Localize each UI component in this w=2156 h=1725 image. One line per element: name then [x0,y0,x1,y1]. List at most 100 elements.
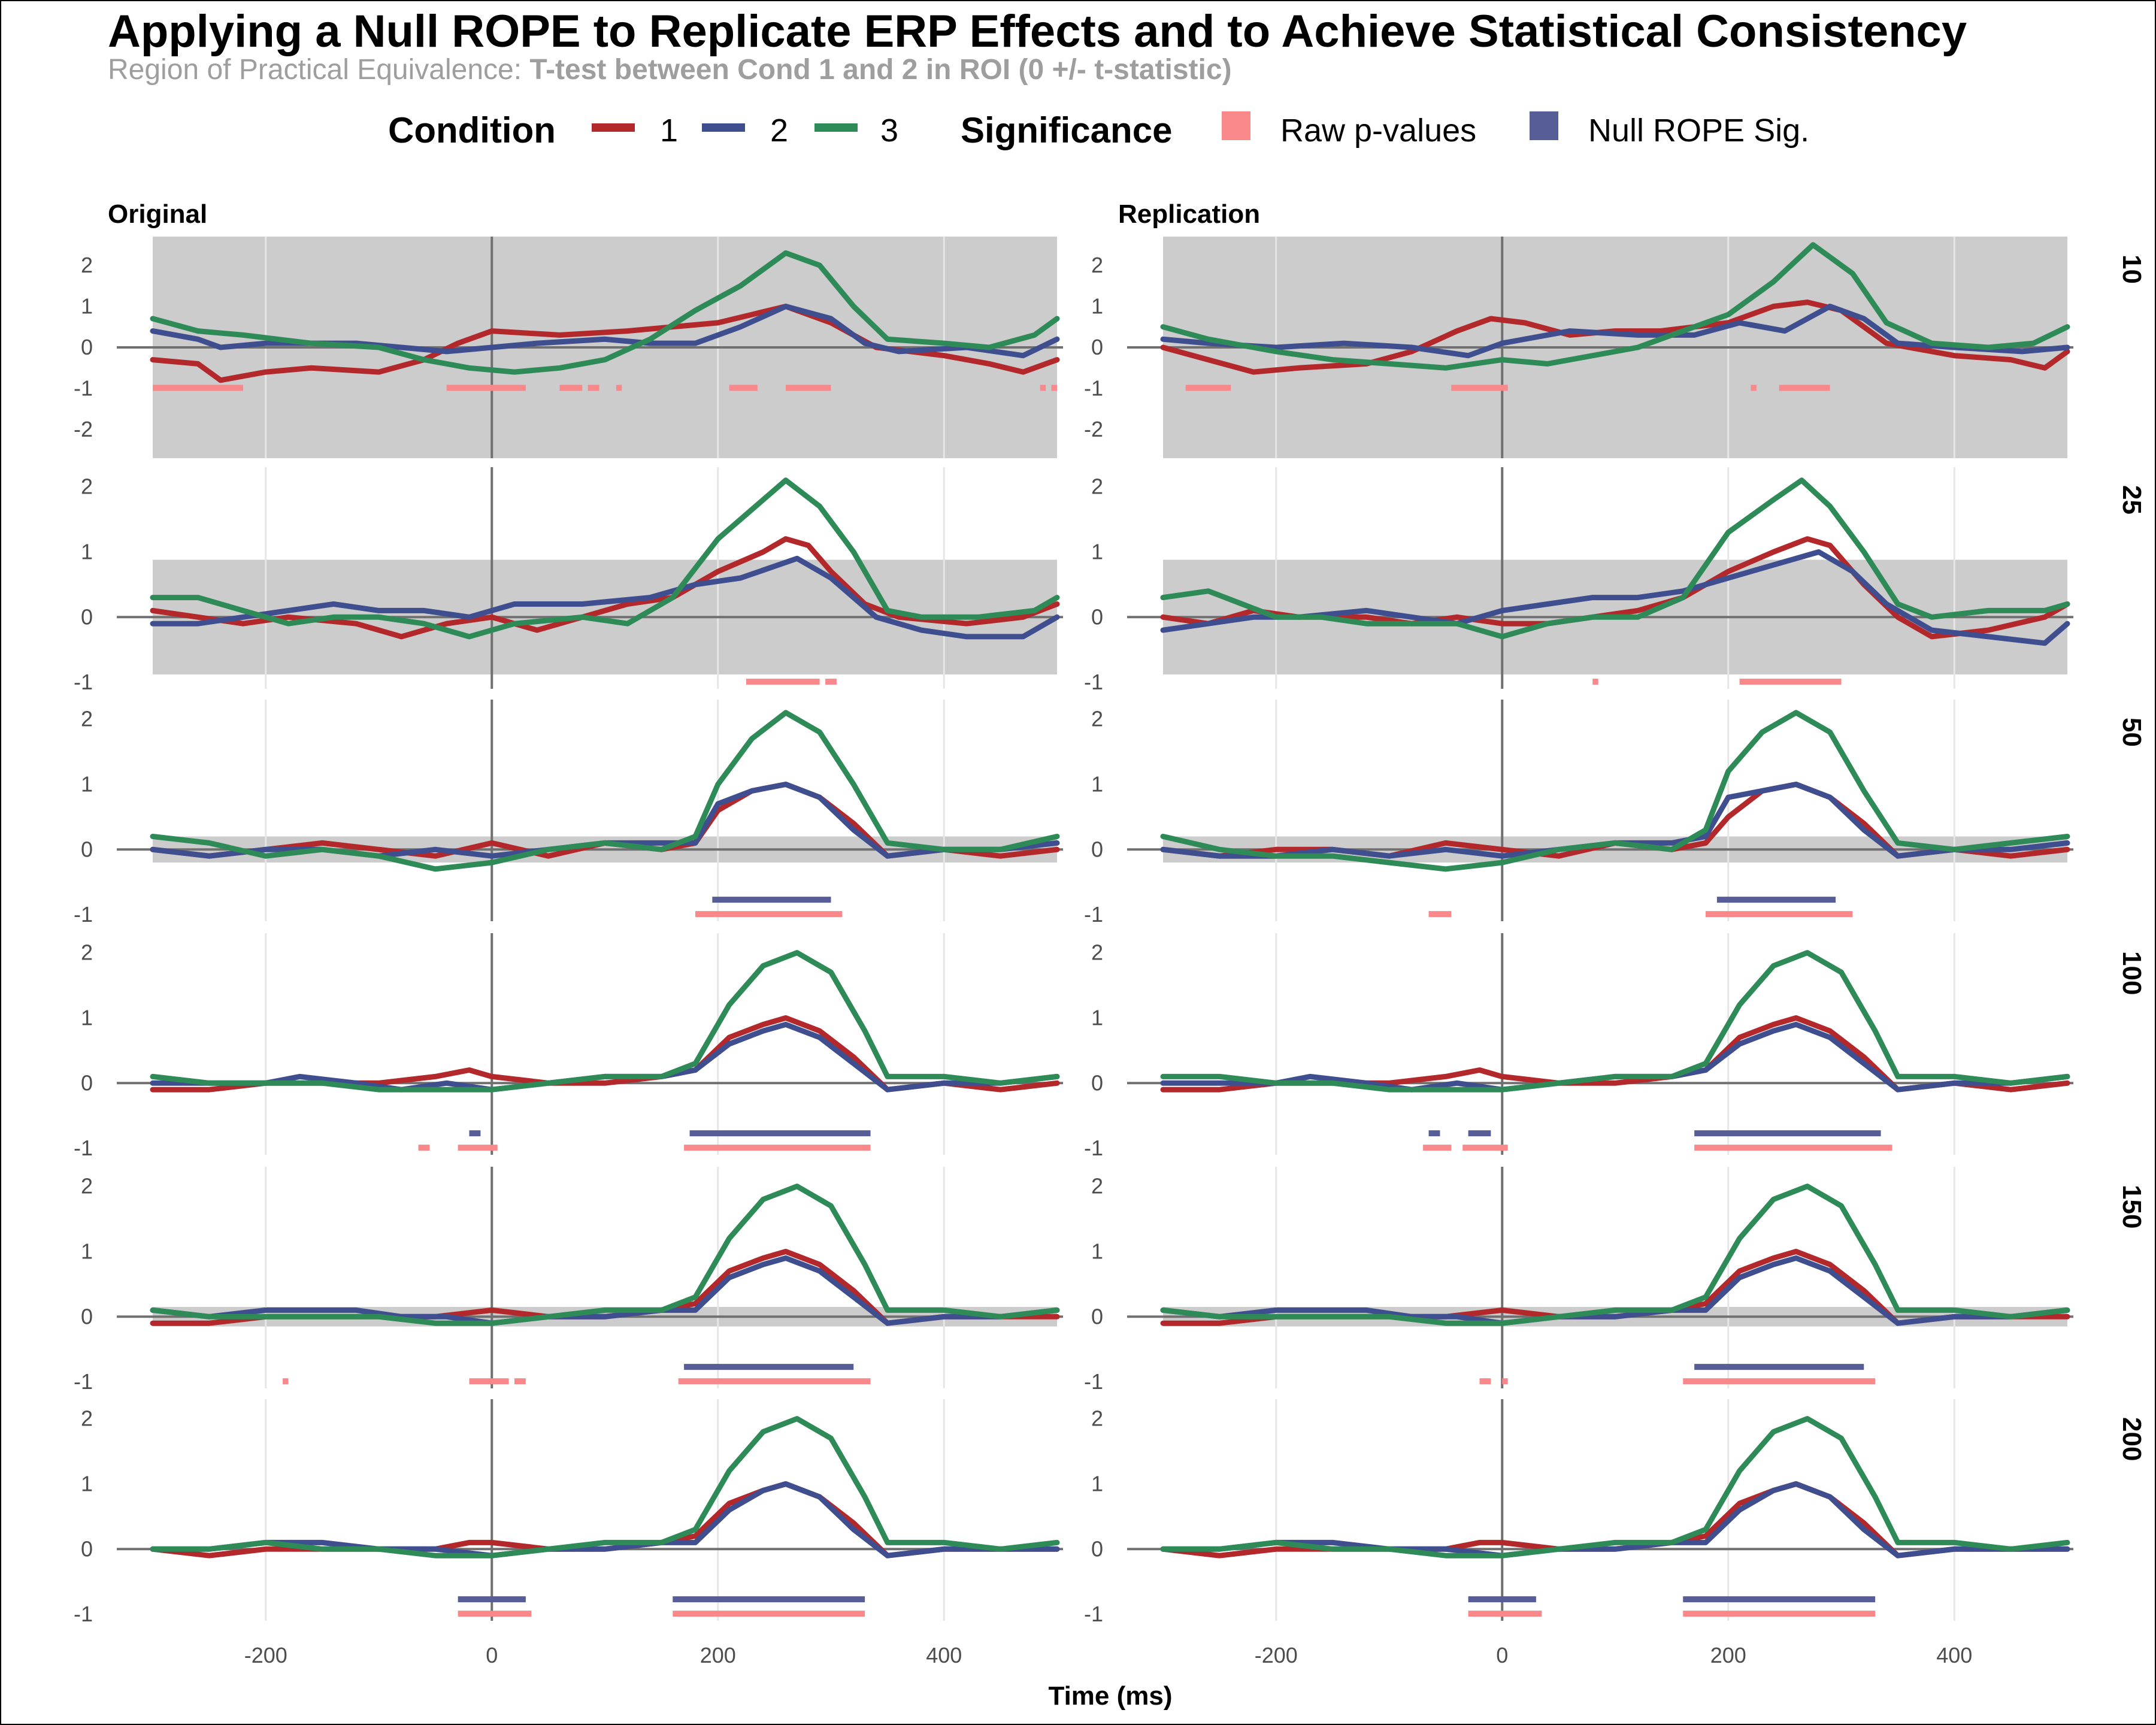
series-line-condition-2 [150,304,1060,359]
y-tick-label: 2 [81,707,93,731]
y-tick-label: -1 [74,670,93,694]
panel-original-25: 2 1 0 -1 [74,467,1063,694]
series-line-condition-3 [1160,710,2070,872]
panel-original-50: 2 1 0 -1 [74,700,1063,927]
sig-raw-bar [1706,911,1853,918]
y-tick-label: 2 [81,253,93,277]
y-tick-label: -1 [74,1602,93,1626]
sig-raw-bar [673,1611,865,1617]
series-line-condition-3 [150,1416,1060,1558]
sig-rope-bar [673,1596,865,1603]
facet-label-row-150: 150 [2117,1185,2146,1228]
sig-raw-bar [1051,385,1057,391]
series-line-condition-2 [1160,1021,2070,1092]
sig-raw-bar [1502,1378,1508,1385]
y-tick-label: -2 [1084,417,1103,441]
panel-original-200: 2 1 0 -1 -200 0 200 400 [74,1399,1063,1668]
series-line-condition-3 [150,710,1060,872]
legend-key-condition-2 [702,123,745,132]
y-tick-label: 0 [81,1536,93,1561]
sig-raw-bar [1479,1378,1491,1385]
panel-replication-25: 2 1 0 -1 [1084,467,2073,694]
chart-subtitle: Region of Practical Equivalence: T-test … [108,54,1232,86]
y-tick-label: 1 [1091,539,1103,564]
sig-raw-bar [1185,385,1231,391]
panel-replication-50: 2 1 0 -1 [1084,700,2073,927]
subtitle-prefix: Region of Practical Equivalence: [108,54,529,86]
y-tick-label: 2 [1091,253,1103,277]
y-tick-label: -1 [74,1136,93,1160]
panel-replication-100: 2 1 0 -1 [1084,933,2073,1160]
sig-rope-bar [1716,897,1836,903]
sig-raw-bar [514,1378,526,1385]
y-tick-label: -1 [1084,376,1103,401]
y-tick-label: 0 [81,335,93,359]
sig-raw-bar [1451,385,1508,391]
y-tick-label: -1 [1084,1602,1103,1626]
x-tick-label: 400 [1936,1643,1972,1668]
sig-rope-bar [689,1130,871,1137]
series-line-condition-2 [150,1021,1060,1092]
sig-raw-bar [1739,679,1842,685]
series-line-condition-3 [1160,950,2070,1092]
series-line-condition-1 [150,304,1060,383]
facet-label-row-10: 10 [2117,255,2146,284]
y-tick-label: 1 [1091,1005,1103,1030]
series-line-condition-1 [1160,299,2070,375]
x-tick-label: 400 [926,1643,962,1668]
sig-rope-bar [469,1130,481,1137]
y-tick-label: -1 [1084,1136,1103,1160]
sig-raw-bar [695,911,843,918]
y-tick-label: 0 [81,604,93,629]
sig-raw-bar [729,385,758,391]
y-tick-label: -1 [1084,670,1103,694]
sig-raw-bar [1779,385,1830,391]
y-tick-label: 1 [81,1471,93,1496]
legend-label-null-rope: Null ROPE Sig. [1588,113,1809,149]
sig-rope-bar [1428,1130,1440,1137]
y-tick-label: 2 [81,940,93,965]
series-line-condition-3 [150,950,1060,1092]
sig-raw-bar [1683,1378,1876,1385]
series-line-condition-3 [150,250,1060,375]
sig-rope-bar [1694,1130,1881,1137]
legend-key-raw-p [1222,111,1250,140]
sig-rope-bar [458,1596,526,1603]
sig-raw-bar [559,385,583,391]
legend-label-condition-1: 1 [660,113,678,149]
x-tick-label: 0 [486,1643,498,1668]
y-tick-label: 0 [1091,1070,1103,1095]
y-tick-label: 0 [81,1070,93,1095]
facet-label-row-25: 25 [2117,485,2146,515]
sig-raw-bar [446,385,526,391]
plot-area: Original Replication10210-1-2210-1-225210… [74,199,2146,1668]
legend-condition-title: Condition [388,110,556,150]
y-tick-label: 1 [1091,771,1103,796]
y-tick-label: 2 [1091,1174,1103,1199]
legend-key-condition-1 [592,123,635,132]
sig-raw-bar [1683,1611,1876,1617]
facet-label-original: Original [108,199,207,229]
sig-raw-bar [458,1145,498,1151]
sig-raw-bar [1751,385,1757,391]
legend-label-raw-p: Raw p-values [1280,113,1476,149]
sig-raw-bar [1428,911,1452,918]
subtitle-bold: T-test between Cond 1 and 2 in ROI (0 +/… [529,54,1231,86]
sig-rope-bar [712,897,831,903]
facet-label-row-200: 200 [2117,1417,2146,1461]
sig-raw-bar [153,385,243,391]
legend-significance-title: Significance [961,110,1172,150]
y-tick-label: 2 [81,474,93,499]
x-axis-title: Time (ms) [1048,1681,1172,1711]
y-tick-label: 2 [1091,707,1103,731]
y-tick-label: -2 [74,417,93,441]
panel-original-100: 2 1 0 -1 [74,933,1063,1160]
chart-title: Applying a Null ROPE to Replicate ERP Ef… [108,6,1967,57]
y-tick-label: 1 [1091,1471,1103,1496]
x-tick-label: 0 [1496,1643,1508,1668]
sig-rope-bar [1694,1364,1864,1370]
legend-label-condition-2: 2 [770,113,788,149]
facet-label-row-100: 100 [2117,951,2146,995]
x-tick-label: 200 [700,1643,736,1668]
legend-label-condition-3: 3 [880,113,898,149]
